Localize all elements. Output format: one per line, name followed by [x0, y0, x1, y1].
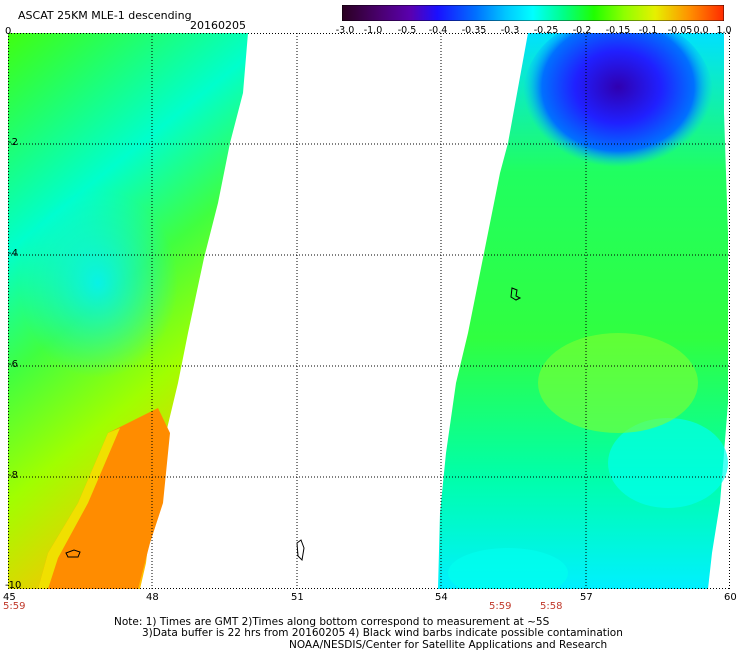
lat-lon-grid [8, 33, 730, 589]
scale-label: -3.0 [335, 25, 355, 36]
footnote-line-1: Note: 1) Times are GMT 2)Times along bot… [114, 616, 550, 628]
lon-label: 48 [146, 592, 159, 603]
island-outline [510, 287, 522, 301]
scale-label: -0.3 [500, 25, 520, 36]
lon-label: 57 [580, 592, 593, 603]
island-outline [296, 539, 305, 562]
scale-label: -1.0 [363, 25, 383, 36]
scale-label: -0.1 [638, 25, 658, 36]
green-region [538, 333, 698, 433]
time-label: 5:59 [3, 601, 26, 612]
low-pressure-region [523, 33, 713, 175]
wind-field-map [8, 33, 730, 589]
yellow-edge [38, 428, 120, 589]
footnote-line-2: 3)Data buffer is 22 hrs from 20160205 4)… [142, 627, 623, 639]
lat-label: 0 [5, 26, 12, 37]
lat-label: -6 [8, 359, 18, 370]
lat-label: -10 [5, 580, 22, 591]
lon-label: 60 [724, 592, 737, 603]
cyan-region [18, 188, 178, 378]
scale-label: -0.25 [533, 25, 559, 36]
lon-label: 51 [291, 592, 304, 603]
island-outline [65, 549, 81, 558]
cyan-region [608, 418, 728, 508]
scale-label: 0.0 [693, 25, 709, 36]
credit-line: NOAA/NESDIS/Center for Satellite Applica… [289, 639, 608, 651]
scale-label: -0.05 [667, 25, 693, 36]
cyan-region [448, 548, 568, 589]
product-title: ASCAT 25KM MLE-1 descending [18, 9, 192, 22]
scale-label: -0.35 [461, 25, 487, 36]
scale-label: -0.4 [428, 25, 448, 36]
scale-label: 1.0 [716, 25, 732, 36]
lon-label: 54 [435, 592, 448, 603]
lat-label: -8 [8, 470, 18, 481]
lat-label: -4 [8, 248, 18, 259]
lat-label: -2 [8, 137, 18, 148]
color-scale-bar [342, 5, 724, 21]
scale-label: -0.5 [397, 25, 417, 36]
orange-region [38, 408, 170, 589]
product-date: 20160205 [190, 19, 246, 32]
time-label: 5:58 [540, 601, 563, 612]
time-label: 5:59 [489, 601, 512, 612]
color-scale-labels: -3.0 -1.0 -0.5 -0.4 -0.35 -0.3 -0.25 -0.… [326, 25, 736, 37]
scale-label: -0.15 [605, 25, 631, 36]
lon-label: 45 [3, 592, 16, 603]
scale-label: -0.2 [572, 25, 592, 36]
